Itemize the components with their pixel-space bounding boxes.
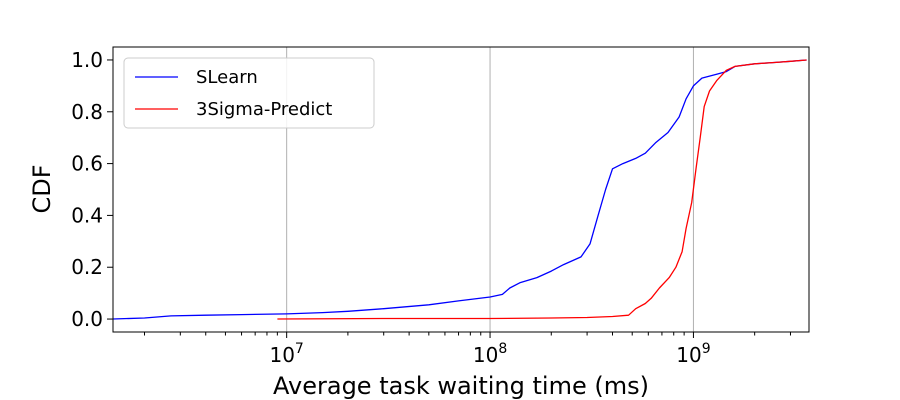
- series-lines: [112, 59, 807, 320]
- legend-box: [123, 57, 375, 129]
- y-tick-label: 0.2: [71, 255, 103, 279]
- y-axis-label: CDF: [28, 164, 56, 213]
- plot-frame: [112, 46, 810, 333]
- x-tick-label: 109: [676, 341, 710, 367]
- x-axis-label: Average task waiting time (ms): [273, 372, 649, 400]
- y-tick-label: 0.0: [71, 307, 103, 331]
- y-tick-label: 0.6: [71, 152, 103, 176]
- legend-label: 3Sigma-Predict: [196, 99, 332, 120]
- y-tick-label: 1.0: [71, 48, 103, 72]
- legend: SLearn 3Sigma-Predict: [123, 57, 375, 129]
- series-line-slearn: [112, 59, 807, 320]
- y-tick-label: 0.4: [71, 203, 103, 227]
- y-tick-label: 0.8: [71, 100, 103, 124]
- legend-label: SLearn: [196, 67, 258, 88]
- y-axis-ticks: 0.0 0.2 0.4 0.6 0.8 1.0: [71, 48, 113, 331]
- x-tick-label: 108: [473, 341, 507, 367]
- series-line-3sigma-predict: [277, 59, 807, 320]
- x-axis-ticks: 107 108 109: [144, 332, 791, 367]
- x-tick-label: 107: [269, 341, 303, 367]
